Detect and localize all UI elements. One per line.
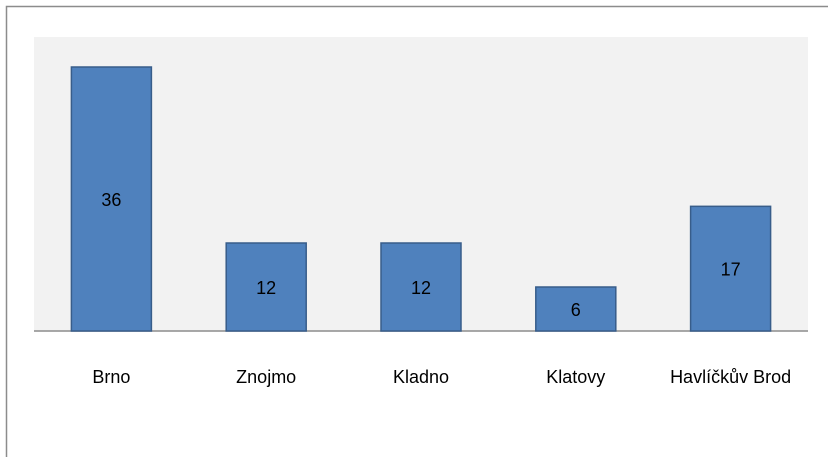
bar (535, 286, 617, 332)
x-tick-label: Kladno (392, 367, 450, 387)
data-label: 12 (411, 278, 431, 298)
data-label: 12 (256, 278, 276, 298)
bar (225, 242, 307, 332)
data-label: 6 (571, 300, 581, 320)
data-label: 17 (721, 259, 741, 279)
bar (380, 242, 462, 332)
x-tick-label: Znojmo (236, 367, 297, 387)
data-label: 36 (101, 190, 121, 210)
x-tick-label: Havlíčkův Brod (670, 367, 792, 387)
bar (70, 66, 153, 332)
bar (689, 205, 772, 332)
x-tick-label: Klatovy (546, 367, 606, 387)
x-tick-label: Brno (92, 367, 131, 387)
